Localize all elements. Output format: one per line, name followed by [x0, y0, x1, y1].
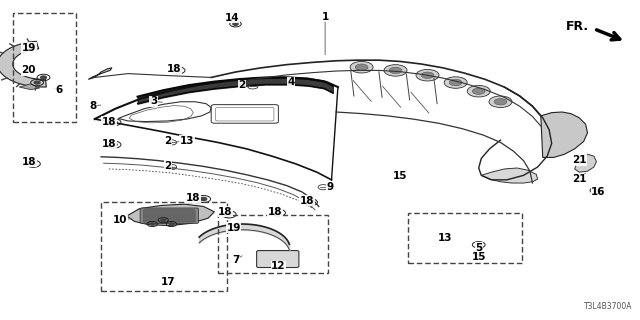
Circle shape	[444, 77, 467, 88]
Polygon shape	[575, 154, 596, 172]
Text: 3: 3	[150, 96, 157, 107]
FancyBboxPatch shape	[140, 208, 198, 223]
Circle shape	[41, 76, 47, 79]
Text: 15: 15	[472, 252, 486, 262]
Circle shape	[200, 197, 207, 201]
Circle shape	[175, 69, 181, 72]
Text: 13: 13	[438, 233, 452, 244]
Circle shape	[472, 88, 485, 94]
Circle shape	[384, 65, 407, 76]
Bar	[218, 215, 328, 273]
Text: 9: 9	[326, 182, 333, 192]
FancyBboxPatch shape	[143, 210, 195, 222]
Circle shape	[226, 213, 232, 216]
Circle shape	[594, 189, 600, 192]
Circle shape	[150, 223, 155, 225]
Text: 5: 5	[475, 243, 483, 253]
Text: 18: 18	[102, 139, 116, 149]
Circle shape	[467, 85, 490, 97]
Text: 12: 12	[271, 261, 285, 271]
Text: 2: 2	[164, 136, 172, 147]
Text: 6: 6	[55, 85, 63, 95]
Circle shape	[111, 143, 117, 146]
Text: 17: 17	[161, 276, 175, 287]
Text: 2: 2	[164, 161, 172, 171]
Bar	[13, 13, 76, 122]
Circle shape	[161, 219, 166, 221]
Text: 18: 18	[167, 64, 181, 75]
Text: 18: 18	[102, 116, 116, 127]
Circle shape	[476, 252, 481, 255]
Polygon shape	[0, 41, 47, 87]
Text: 15: 15	[393, 171, 407, 181]
Text: FR.: FR.	[566, 20, 589, 33]
FancyBboxPatch shape	[257, 251, 299, 268]
Polygon shape	[481, 168, 538, 183]
Text: 7: 7	[232, 255, 239, 265]
Text: 4: 4	[287, 77, 295, 87]
Circle shape	[111, 121, 117, 124]
Circle shape	[476, 244, 482, 246]
Circle shape	[489, 96, 512, 108]
Text: 21: 21	[572, 174, 586, 184]
Polygon shape	[541, 112, 588, 157]
Circle shape	[355, 64, 368, 70]
Circle shape	[421, 72, 434, 78]
Text: 18: 18	[186, 193, 200, 203]
Polygon shape	[127, 204, 214, 226]
Text: 10: 10	[113, 215, 127, 225]
Text: 8: 8	[89, 100, 97, 111]
Polygon shape	[88, 68, 112, 79]
Circle shape	[494, 99, 507, 105]
Text: 21: 21	[572, 155, 586, 165]
Circle shape	[307, 201, 314, 204]
Text: 19: 19	[227, 223, 241, 233]
Circle shape	[35, 81, 40, 84]
Bar	[101, 202, 227, 291]
Circle shape	[275, 211, 282, 214]
Text: 19: 19	[22, 43, 36, 53]
Text: 13: 13	[180, 136, 194, 146]
Text: 16: 16	[591, 187, 605, 197]
Text: 14: 14	[225, 12, 239, 23]
Text: 1: 1	[321, 12, 329, 22]
Circle shape	[169, 223, 174, 225]
Circle shape	[416, 69, 439, 81]
Text: T3L4B3700A: T3L4B3700A	[584, 302, 632, 311]
Circle shape	[389, 67, 402, 74]
Text: 2: 2	[238, 80, 246, 91]
Text: 20: 20	[22, 65, 36, 76]
Text: 18: 18	[22, 156, 36, 167]
Polygon shape	[19, 84, 40, 90]
Text: 18: 18	[218, 207, 232, 217]
Circle shape	[30, 162, 36, 165]
Text: 18: 18	[300, 196, 314, 206]
Circle shape	[449, 79, 462, 86]
Circle shape	[233, 23, 238, 25]
Circle shape	[350, 61, 373, 73]
Text: 18: 18	[268, 207, 282, 217]
Bar	[408, 213, 522, 263]
